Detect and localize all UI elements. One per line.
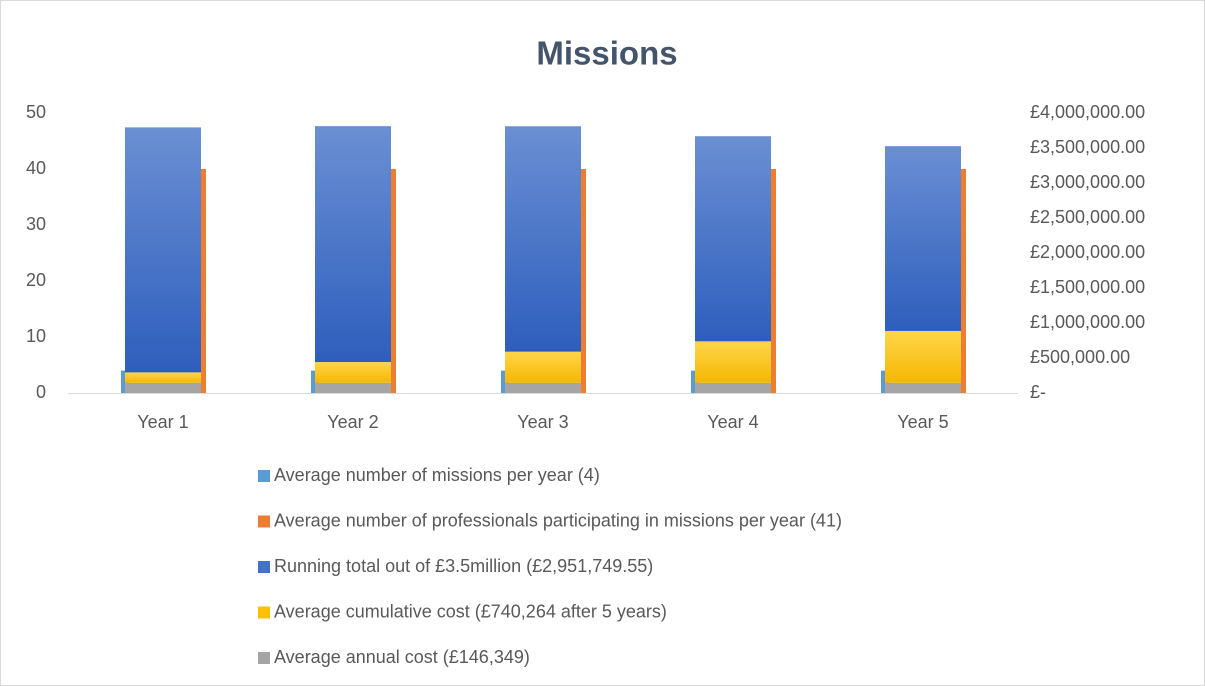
x-tick-label: Year 5 (897, 412, 948, 432)
legend-label: Average annual cost (£146,349) (274, 647, 530, 667)
y2-tick-label: £3,000,000.00 (1030, 172, 1145, 192)
stacked-bar (315, 126, 391, 363)
y-tick-label: 20 (26, 270, 46, 290)
stacked-bar (695, 382, 771, 393)
stacked-bar (885, 330, 961, 383)
legend-swatch (258, 652, 270, 664)
stacked-bar (695, 341, 771, 383)
stacked-bar (125, 382, 201, 393)
y-tick-label: 0 (36, 382, 46, 402)
stacked-bar (505, 351, 581, 383)
legend-label: Average number of professionals particip… (274, 510, 842, 530)
legend-swatch (258, 515, 270, 528)
bar (961, 169, 966, 393)
stacked-bar (505, 126, 581, 352)
y-tick-label: 50 (26, 102, 46, 122)
stacked-bar (885, 382, 961, 393)
y2-tick-label: £4,000,000.00 (1030, 102, 1145, 122)
y2-tick-label: £500,000.00 (1030, 347, 1130, 367)
x-tick-label: Year 2 (327, 412, 378, 432)
y2-tick-label: £1,500,000.00 (1030, 277, 1145, 297)
x-tick-label: Year 1 (137, 412, 188, 432)
bar (391, 169, 396, 393)
stacked-bar (885, 146, 961, 331)
legend-swatch (258, 606, 270, 619)
legend-label: Average number of missions per year (4) (274, 465, 600, 485)
y-tick-label: 10 (26, 326, 46, 346)
y2-tick-label: £2,000,000.00 (1030, 242, 1145, 262)
stacked-bar (125, 127, 201, 373)
stacked-bar (505, 382, 581, 393)
chart-title: Missions (536, 35, 677, 72)
legend-label: Running total out of £3.5million (£2,951… (274, 556, 653, 576)
legend-swatch (258, 470, 270, 482)
x-tick-label: Year 4 (707, 412, 758, 432)
bar (201, 169, 206, 393)
bar (771, 169, 776, 393)
stacked-bar (315, 382, 391, 393)
legend-swatch (258, 561, 270, 573)
y2-tick-label: £2,500,000.00 (1030, 207, 1145, 227)
bar (581, 169, 586, 393)
y-tick-label: 40 (26, 158, 46, 178)
y2-tick-label: £1,000,000.00 (1030, 312, 1145, 332)
stacked-bar (315, 362, 391, 383)
y2-tick-label: £3,500,000.00 (1030, 137, 1145, 157)
stacked-bar (125, 372, 201, 383)
y-tick-label: 30 (26, 214, 46, 234)
legend-label: Average cumulative cost (£740,264 after … (274, 601, 667, 621)
stacked-bar (695, 136, 771, 342)
x-tick-label: Year 3 (517, 412, 568, 432)
y2-tick-label: £- (1030, 382, 1046, 402)
